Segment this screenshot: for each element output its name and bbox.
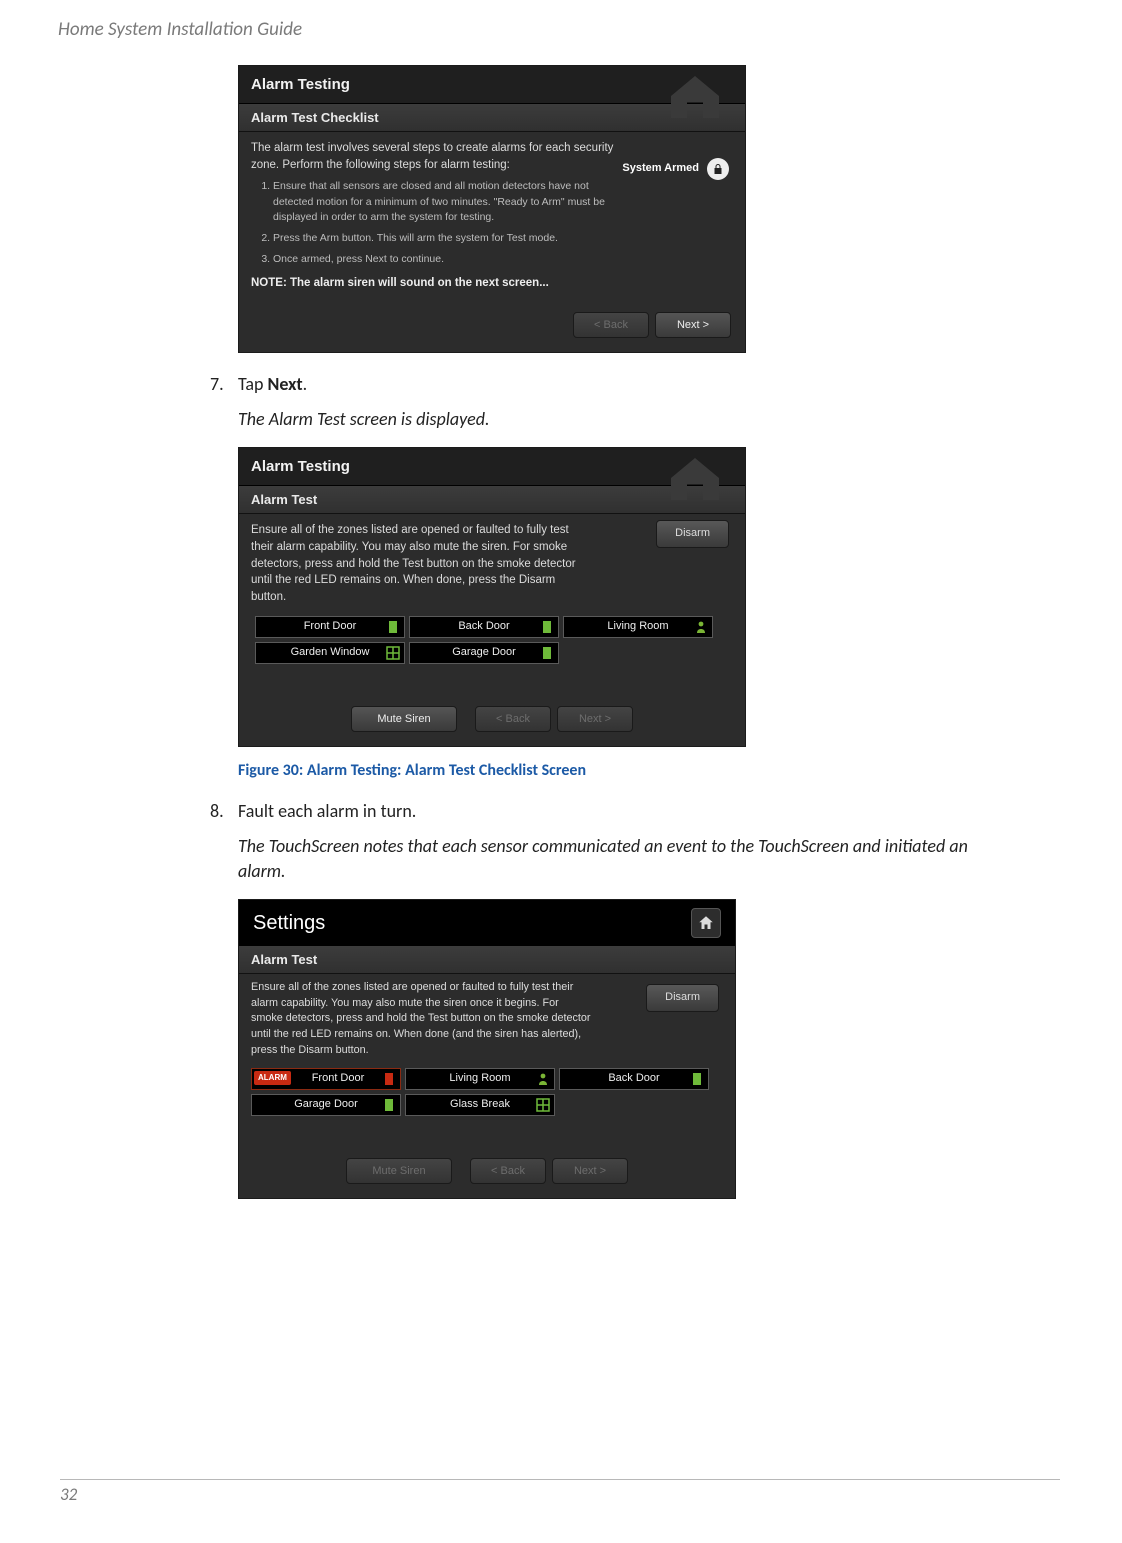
home-button[interactable] xyxy=(691,908,721,938)
zone-front-door[interactable]: Front Door xyxy=(255,616,405,638)
alarm-badge: ALARM xyxy=(254,1071,291,1085)
page-number: 32 xyxy=(60,1479,1060,1505)
step-number-8: 8. xyxy=(210,800,238,822)
zone-living-room[interactable]: Living Room xyxy=(563,616,713,638)
lock-icon xyxy=(707,158,729,180)
step-number-7: 7. xyxy=(210,373,238,395)
settings-title: Settings xyxy=(253,912,325,935)
home-icon xyxy=(665,72,725,122)
step-7-result: The Alarm Test screen is displayed. xyxy=(238,407,970,431)
window-icon xyxy=(386,646,400,660)
zone-grid: Front Door Back Door Living Room Garden … xyxy=(251,616,733,664)
mute-siren-button[interactable]: Mute Siren xyxy=(351,706,457,732)
mute-siren-button[interactable]: Mute Siren xyxy=(346,1158,452,1184)
zone-garage-door[interactable]: Garage Door xyxy=(409,642,559,664)
screenshot-settings-alarm-test: Settings Alarm Test Ensure all of the zo… xyxy=(238,899,736,1199)
next-button[interactable]: Next > xyxy=(557,706,633,732)
checklist-item-3: Once armed, press Next to continue. xyxy=(273,252,733,267)
step-8-result: The TouchScreen notes that each sensor c… xyxy=(238,834,970,883)
status-label: System Armed xyxy=(622,161,699,177)
siren-note: NOTE: The alarm siren will sound on the … xyxy=(251,275,733,292)
panel1-intro: The alarm test involves several steps to… xyxy=(251,140,621,173)
panel2-body-text: Ensure all of the zones listed are opene… xyxy=(251,522,591,605)
zone-grid: ALARM Front Door Living Room Back Door G… xyxy=(251,1068,723,1116)
zone-living-room[interactable]: Living Room xyxy=(405,1068,555,1090)
screenshot-checklist: Alarm Testing Alarm Test Checklist The a… xyxy=(238,65,746,353)
back-button[interactable]: < Back xyxy=(470,1158,546,1184)
door-icon xyxy=(540,646,554,660)
window-icon xyxy=(536,1098,550,1112)
disarm-button[interactable]: Disarm xyxy=(656,520,729,548)
back-button[interactable]: < Back xyxy=(573,312,649,338)
person-icon xyxy=(536,1072,550,1086)
figure-caption: Figure 30: Alarm Testing: Alarm Test Che… xyxy=(238,761,970,780)
zone-garage-door[interactable]: Garage Door xyxy=(251,1094,401,1116)
zone-back-door[interactable]: Back Door xyxy=(559,1068,709,1090)
door-icon xyxy=(382,1072,396,1086)
door-icon xyxy=(540,620,554,634)
home-icon xyxy=(665,454,725,504)
screenshot-alarm-test: Alarm Testing Alarm Test Ensure all of t… xyxy=(238,447,746,747)
person-icon xyxy=(694,620,708,634)
door-icon xyxy=(690,1072,704,1086)
door-icon xyxy=(386,620,400,634)
zone-front-door-alarm[interactable]: ALARM Front Door xyxy=(251,1068,401,1090)
next-button[interactable]: Next > xyxy=(552,1158,628,1184)
step-7-text: Tap Next. xyxy=(238,373,307,395)
step-8-text: Fault each alarm in turn. xyxy=(238,800,416,822)
page-header: Home System Installation Guide xyxy=(58,18,1032,41)
disarm-button[interactable]: Disarm xyxy=(646,984,719,1012)
next-button[interactable]: Next > xyxy=(655,312,731,338)
door-icon xyxy=(382,1098,396,1112)
zone-glass-break[interactable]: Glass Break xyxy=(405,1094,555,1116)
zone-garden-window[interactable]: Garden Window xyxy=(255,642,405,664)
checklist-item-2: Press the Arm button. This will arm the … xyxy=(273,231,733,246)
checklist-item-1: Ensure that all sensors are closed and a… xyxy=(273,179,613,225)
panel3-subtitle: Alarm Test xyxy=(239,946,735,974)
system-armed-status: System Armed xyxy=(622,158,729,180)
zone-back-door[interactable]: Back Door xyxy=(409,616,559,638)
back-button[interactable]: < Back xyxy=(475,706,551,732)
panel3-body-text: Ensure all of the zones listed are opene… xyxy=(251,980,591,1058)
